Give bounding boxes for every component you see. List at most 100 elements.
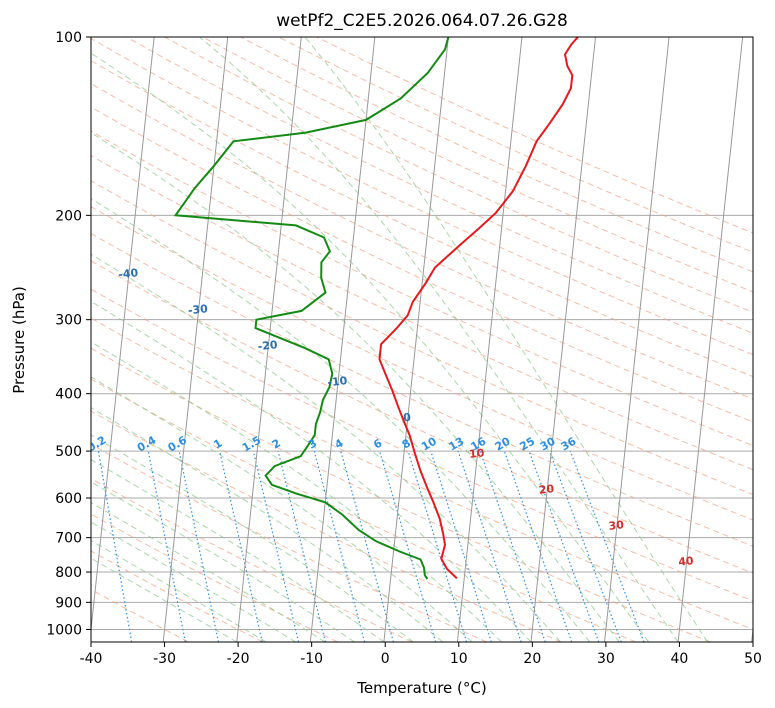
dewpoint-profile-line (173, 37, 450, 580)
moist-adiabat-line (304, 37, 708, 642)
moist-adiabat-line (91, 376, 473, 642)
mixing-ratio-line (503, 450, 573, 642)
dry-adiabat-line (91, 378, 637, 642)
moist-adiabat-line (91, 253, 561, 642)
x-tick-label: -30 (153, 651, 176, 667)
y-tick-label: 200 (55, 208, 82, 224)
isotherm-label: -40 (118, 266, 139, 281)
mixing-ratio-line (277, 450, 326, 642)
dry-adiabat-line (91, 477, 413, 642)
x-tick-label: 40 (671, 651, 689, 667)
moist-adiabat-line (91, 481, 355, 642)
isotherm-line (456, 37, 523, 642)
dry-adiabat-line (91, 180, 753, 496)
mixing-ratio-label: 3 (306, 437, 319, 452)
mixing-ratio-line (97, 450, 133, 642)
isotherm-line (309, 37, 376, 642)
mixing-ratio-line (219, 450, 263, 642)
moist-adiabat-line (91, 557, 238, 642)
x-axis-label: Temperature (°C) (356, 679, 486, 697)
x-tick-label: -10 (300, 651, 323, 667)
moist-adiabat-line (199, 37, 679, 642)
axes: -40 -30 -20 -10 0 10 20 30 40 5010020030040050060… (46, 30, 762, 667)
isotherm-label: 10 (468, 446, 485, 461)
dry-adiabat-line (202, 37, 753, 293)
temperature-profile-line (378, 37, 579, 580)
dry-adiabat-line (91, 155, 753, 471)
isotherm-line (236, 37, 302, 642)
x-tick-label: 50 (744, 651, 762, 667)
mixing-ratio-line (252, 450, 300, 642)
background-lines (0, 37, 753, 642)
mixing-ratio-line (340, 450, 394, 642)
mixing-ratio-line (379, 450, 437, 642)
dry-adiabat-line (91, 83, 753, 400)
y-axis-label: Pressure (hPa) (10, 286, 28, 394)
mixing-ratio-line (178, 450, 220, 642)
isotherm-line (604, 37, 670, 642)
mixing-ratio-label: 4 (333, 436, 346, 451)
y-tick-label: 400 (55, 387, 82, 403)
dry-adiabat-line (91, 513, 338, 642)
isotherm-label: -20 (257, 338, 278, 353)
mixing-ratio-line (548, 450, 622, 642)
dry-adiabat-line (91, 260, 753, 574)
dry-adiabat-line (91, 443, 487, 642)
mixing-ratio-line (479, 450, 546, 642)
moist-adiabat-line (91, 198, 591, 642)
moist-adiabat-line (91, 458, 385, 642)
isotherm-line (530, 37, 597, 642)
moist-adiabat-line (91, 52, 650, 642)
x-tick-label: -20 (227, 651, 250, 667)
isotherm-line (162, 37, 229, 642)
moist-adiabat-line (91, 434, 414, 642)
x-tick-label: 30 (597, 651, 615, 667)
moist-adiabat-line (91, 539, 267, 642)
y-tick-label: 300 (55, 313, 82, 329)
dry-adiabat-line (240, 37, 753, 273)
y-tick-label: 800 (55, 565, 82, 581)
moist-adiabat-line (91, 341, 502, 642)
x-tick-label: 20 (523, 651, 541, 667)
moist-adiabat-line (91, 132, 620, 642)
dry-adiabat-line (91, 37, 753, 356)
y-tick-label: 500 (55, 444, 82, 460)
dry-adiabat-line (91, 347, 711, 642)
isotherm-line (91, 37, 155, 635)
mixing-ratio-line (457, 450, 522, 642)
y-tick-label: 900 (55, 595, 82, 611)
mixing-ratio-label: 1 (211, 437, 224, 452)
y-tick-label: 1000 (46, 622, 82, 638)
plot-frame (90, 36, 754, 643)
isotherm-label: -50 (48, 230, 69, 245)
isotherm-line (0, 37, 7, 642)
isotherm-line (383, 37, 449, 642)
x-tick-label: -40 (80, 651, 103, 667)
mixing-ratio-line (407, 450, 468, 642)
y-tick-label: 700 (55, 531, 82, 547)
moist-adiabat-line (91, 407, 444, 642)
moist-adiabat-line (91, 521, 296, 642)
isotherm-label: 0 (403, 411, 412, 425)
mixing-ratio-line (147, 450, 186, 642)
y-tick-label: 100 (55, 30, 82, 46)
x-tick-label: 10 (450, 651, 468, 667)
y-tick-label: 600 (55, 491, 82, 507)
dry-adiabat-line (91, 410, 562, 642)
x-tick-label: 0 (381, 651, 390, 667)
isotherm-label: 30 (608, 518, 625, 533)
dry-adiabat-line (278, 37, 753, 253)
profile-lines (173, 37, 579, 580)
isotherm-label: 40 (678, 554, 695, 569)
dry-adiabat-line (91, 206, 753, 521)
isotherm-line (751, 624, 753, 642)
mixing-ratio-line (430, 450, 492, 642)
dry-adiabat-line (91, 588, 189, 642)
mixing-ratio-line (313, 450, 366, 642)
isotherm-label: -10 (327, 374, 348, 389)
dry-adiabat-line (91, 550, 264, 642)
dry-adiabat-line (91, 317, 753, 630)
mixing-ratio-label: 6 (371, 436, 384, 451)
mixing-ratio-line (528, 450, 600, 642)
